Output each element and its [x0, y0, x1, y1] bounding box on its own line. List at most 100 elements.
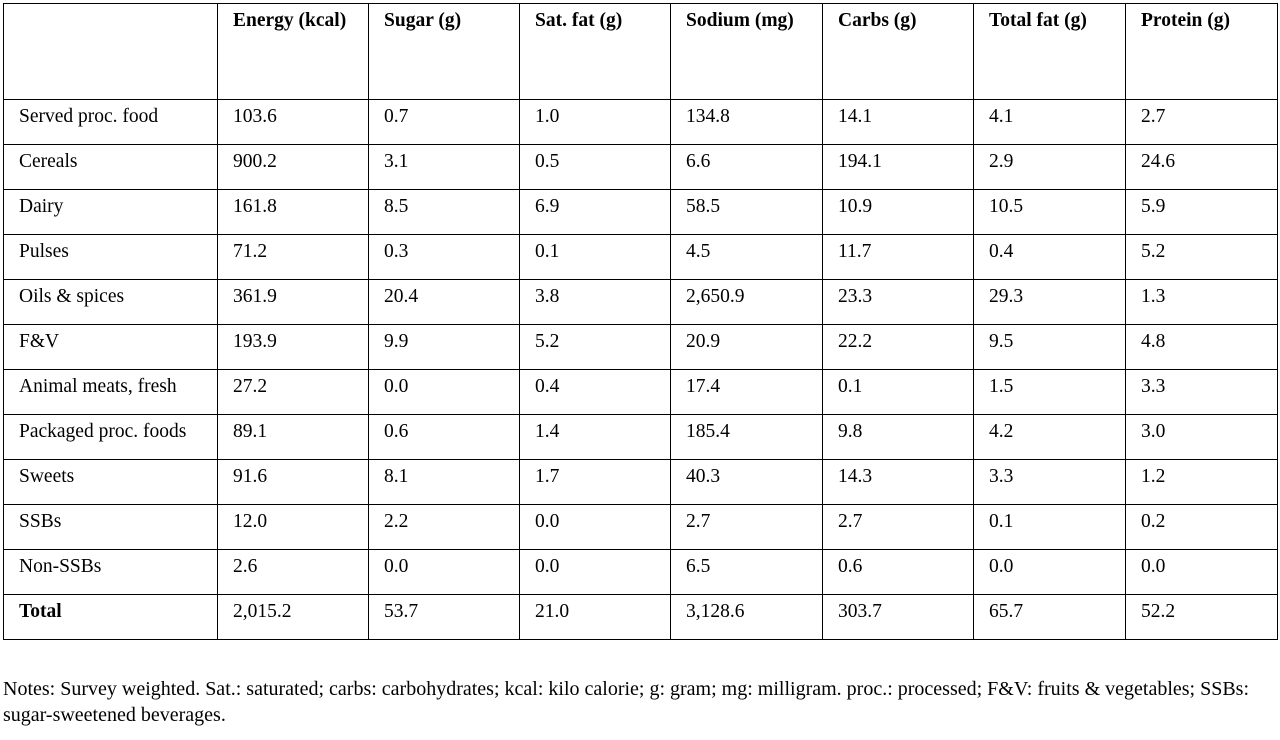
table-notes: Notes: Survey weighted. Sat.: saturated;… — [3, 678, 1250, 726]
header-cell — [3, 3, 218, 100]
table-cell: 4.5 — [670, 234, 823, 280]
table-cell: 40.3 — [670, 459, 823, 505]
row-label: F&V — [3, 324, 218, 370]
table-cell: 303.7 — [822, 594, 974, 640]
table-row: Dairy 161.8 8.5 6.9 58.5 10.9 10.5 5.9 — [3, 189, 1278, 235]
table-cell: 2,650.9 — [670, 279, 823, 325]
table-cell: 2.6 — [217, 549, 369, 595]
table-cell: 4.2 — [973, 414, 1126, 460]
row-label: Animal meats, fresh — [3, 369, 218, 415]
table-cell: 2.9 — [973, 144, 1126, 190]
table-cell: 3,128.6 — [670, 594, 823, 640]
header-cell: Energy (kcal) — [217, 3, 369, 100]
table-cell: 3.8 — [519, 279, 671, 325]
table-cell: 1.2 — [1125, 459, 1278, 505]
table-cell: 3.1 — [368, 144, 520, 190]
table-row: Animal meats, fresh 27.2 0.0 0.4 17.4 0.1 1.5 3… — [3, 369, 1278, 415]
table-row: SSBs 12.0 2.2 0.0 2.7 2.7 0.1 0.2 — [3, 504, 1278, 550]
row-label: Oils & spices — [3, 279, 218, 325]
header-cell: Carbs (g) — [822, 3, 974, 100]
table-cell: 0.0 — [1125, 549, 1278, 595]
table-cell: 9.5 — [973, 324, 1126, 370]
table-cell: 361.9 — [217, 279, 369, 325]
table-cell: 185.4 — [670, 414, 823, 460]
table-cell: 21.0 — [519, 594, 671, 640]
table-cell: 20.4 — [368, 279, 520, 325]
table-cell: 52.2 — [1125, 594, 1278, 640]
table-cell: 24.6 — [1125, 144, 1278, 190]
table-cell: 2.7 — [1125, 99, 1278, 145]
table-cell: 2.7 — [670, 504, 823, 550]
table-cell: 3.3 — [1125, 369, 1278, 415]
header-cell: Protein (g) — [1125, 3, 1278, 100]
table-row: Cereals 900.2 3.1 0.5 6.6 194.1 2.9 24.6 — [3, 144, 1278, 190]
nutrition-table: Energy (kcal) Sugar (g) Sat. fat (g) Sod… — [3, 3, 1278, 640]
row-label: Non-SSBs — [3, 549, 218, 595]
table-cell: 9.9 — [368, 324, 520, 370]
table-cell: 0.3 — [368, 234, 520, 280]
table-cell: 3.0 — [1125, 414, 1278, 460]
table-cell: 53.7 — [368, 594, 520, 640]
table-cell: 23.3 — [822, 279, 974, 325]
table-cell: 4.1 — [973, 99, 1126, 145]
row-label: Cereals — [3, 144, 218, 190]
table-cell: 8.1 — [368, 459, 520, 505]
header-row: Energy (kcal) Sugar (g) Sat. fat (g) Sod… — [3, 3, 1278, 100]
table-cell: 0.4 — [973, 234, 1126, 280]
table-cell: 6.6 — [670, 144, 823, 190]
table-cell: 22.2 — [822, 324, 974, 370]
header-cell: Sat. fat (g) — [519, 3, 671, 100]
table-cell: 1.4 — [519, 414, 671, 460]
table-cell: 0.1 — [973, 504, 1126, 550]
table-row: Oils & spices 361.9 20.4 3.8 2,650.9 23.3 29.3… — [3, 279, 1278, 325]
table-cell: 20.9 — [670, 324, 823, 370]
table-cell: 9.8 — [822, 414, 974, 460]
table-row: Non-SSBs 2.6 0.0 0.0 6.5 0.6 0.0 0.0 — [3, 549, 1278, 595]
table-cell: 10.5 — [973, 189, 1126, 235]
table-cell: 1.3 — [1125, 279, 1278, 325]
row-label: Pulses — [3, 234, 218, 280]
table-cell: 0.2 — [1125, 504, 1278, 550]
table-row: Served proc. food 103.6 0.7 1.0 134.8 14.1 4.1… — [3, 99, 1278, 145]
total-row: Total 2,015.2 53.7 21.0 3,128.6 303.7 65.7 52.2 — [3, 594, 1278, 640]
table-cell: 10.9 — [822, 189, 974, 235]
table-cell: 2.7 — [822, 504, 974, 550]
table-row: Sweets 91.6 8.1 1.7 40.3 14.3 3.3 1.2 — [3, 459, 1278, 505]
table-cell: 0.6 — [368, 414, 520, 460]
table-cell: 58.5 — [670, 189, 823, 235]
table-cell: 14.1 — [822, 99, 974, 145]
table-cell: 0.0 — [519, 504, 671, 550]
table-cell: 0.5 — [519, 144, 671, 190]
header-cell: Sodium (mg) — [670, 3, 823, 100]
table-cell: 89.1 — [217, 414, 369, 460]
table-cell: 65.7 — [973, 594, 1126, 640]
table-cell: 91.6 — [217, 459, 369, 505]
row-label: Dairy — [3, 189, 218, 235]
table-cell: 900.2 — [217, 144, 369, 190]
table-cell: 5.2 — [519, 324, 671, 370]
table-cell: 0.7 — [368, 99, 520, 145]
header-cell: Sugar (g) — [368, 3, 520, 100]
table-cell: 0.0 — [368, 549, 520, 595]
table-cell: 5.9 — [1125, 189, 1278, 235]
header-cell: Total fat (g) — [973, 3, 1126, 100]
table-cell: 12.0 — [217, 504, 369, 550]
table-cell: 2,015.2 — [217, 594, 369, 640]
table-cell: 2.2 — [368, 504, 520, 550]
table-cell: 0.0 — [368, 369, 520, 415]
table-cell: 6.5 — [670, 549, 823, 595]
table-cell: 0.0 — [973, 549, 1126, 595]
row-label: SSBs — [3, 504, 218, 550]
table-cell: 27.2 — [217, 369, 369, 415]
row-label: Served proc. food — [3, 99, 218, 145]
table-cell: 5.2 — [1125, 234, 1278, 280]
table-cell: 103.6 — [217, 99, 369, 145]
table-cell: 11.7 — [822, 234, 974, 280]
table-cell: 134.8 — [670, 99, 823, 145]
table-row: F&V 193.9 9.9 5.2 20.9 22.2 9.5 4.8 — [3, 324, 1278, 370]
table-row: Pulses 71.2 0.3 0.1 4.5 11.7 0.4 5.2 — [3, 234, 1278, 280]
table-cell: 0.6 — [822, 549, 974, 595]
table-cell: 1.0 — [519, 99, 671, 145]
row-label: Total — [3, 594, 218, 640]
table-cell: 161.8 — [217, 189, 369, 235]
